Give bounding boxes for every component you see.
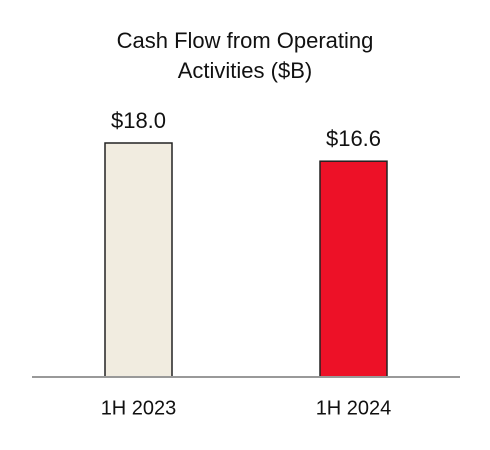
bar (319, 160, 388, 378)
value-label: $16.6 (326, 126, 381, 151)
chart-title: Cash Flow from Operating Activities ($B) (116, 28, 374, 83)
bar (104, 142, 173, 378)
value-label: $18.0 (111, 108, 166, 133)
x-tick-label: 1H 2023 (101, 397, 177, 419)
x-tick-label: 1H 2024 (316, 397, 392, 419)
